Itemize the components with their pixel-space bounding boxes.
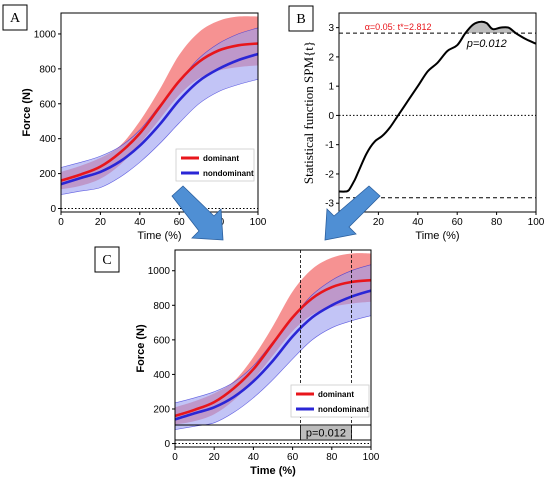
panel-c-label: C xyxy=(94,246,120,273)
panel-c-chart: p=0.012 0 20 40 60 80 100 0 200 400 600 800 1000 T… xyxy=(135,249,380,477)
panel-b-xtick-label: 100 xyxy=(528,217,545,228)
svg-text:A: A xyxy=(10,11,21,26)
panel-a-ytick-label: 800 xyxy=(39,64,56,75)
panel-c-frame xyxy=(174,249,372,448)
panel-b-ylabel: Statistical function SPM{t} xyxy=(301,41,316,184)
panel-c-xtick-label: 80 xyxy=(326,452,338,463)
panel-c-xtick-label: 100 xyxy=(363,452,380,463)
panel-a-legend: dominant nondominant xyxy=(175,148,255,182)
panel-c-ytick-label: 600 xyxy=(153,335,170,346)
legend-dominant-label: dominant xyxy=(203,154,239,163)
panel-b-threshold-label: α=0.05: t*=2.812 xyxy=(365,22,432,32)
panel-a-xtick-label: 100 xyxy=(250,217,267,228)
panel-a-ytick-label: 400 xyxy=(39,134,56,145)
svg-text:B: B xyxy=(296,12,305,27)
legend-box xyxy=(290,384,370,418)
panel-a-xtick-label: 60 xyxy=(174,217,186,228)
panel-c-ytick-label: 0 xyxy=(164,439,170,450)
arrow-a-to-c-icon xyxy=(171,185,224,241)
panel-c-ytick-label: 400 xyxy=(153,370,170,381)
legend-nondominant-label: nondominant xyxy=(318,405,369,414)
panel-a-ytick-label: 1000 xyxy=(34,29,57,40)
panel-c-ylabel: Force (N) xyxy=(135,324,147,373)
panel-c-cluster-box xyxy=(300,424,352,441)
legend-dominant-label: dominant xyxy=(318,390,354,399)
panel-c-xticks: 0 20 40 60 80 100 xyxy=(172,447,380,463)
panel-a-line-nondominant xyxy=(60,52,259,186)
panel-a-xtick-label: 20 xyxy=(95,217,107,228)
panel-c-yticks: 0 200 400 600 800 1000 xyxy=(148,266,175,450)
legend-nondominant-label: nondominant xyxy=(203,169,254,178)
arrow-b-to-c-icon xyxy=(324,185,381,241)
panel-c-xtick-label: 20 xyxy=(209,452,221,463)
panel-b-p-label: p=0.012 xyxy=(466,38,507,50)
panel-a-ylabel: Force (N) xyxy=(21,88,33,137)
panel-b-chart: 0 20 40 60 80 100 -3 -2 -1 0 1 2 3 Time (%) Statist… xyxy=(301,12,545,242)
legend-box xyxy=(175,148,255,182)
panel-b-supra-fill xyxy=(465,21,516,34)
panel-b-yticks: -3 -2 -1 0 1 2 3 xyxy=(325,23,339,210)
panel-c-ytick-label: 800 xyxy=(153,301,170,312)
panel-c-line-nondominant xyxy=(174,289,372,421)
panel-b-label: B xyxy=(288,5,314,32)
svg-text:C: C xyxy=(102,253,111,268)
panel-c-ytick-label: 200 xyxy=(153,404,170,415)
panel-a-xtick-label: 40 xyxy=(134,217,146,228)
panel-b-ytick-label: -2 xyxy=(325,169,334,180)
panel-b-ytick-label: 1 xyxy=(328,82,334,93)
panel-c-legend: dominant nondominant xyxy=(290,384,370,418)
panel-b-xtick-label: 80 xyxy=(491,217,503,228)
panel-c-xtick-label: 0 xyxy=(172,452,178,463)
panel-b-ytick-label: -3 xyxy=(325,199,334,210)
panel-a-yticks: 0 200 400 600 800 1000 xyxy=(34,29,61,215)
panel-c-xtick-label: 60 xyxy=(287,452,299,463)
panel-a-frame xyxy=(60,12,259,213)
panel-b-ytick-label: 2 xyxy=(328,52,334,63)
panel-a-lines xyxy=(60,42,259,186)
panel-a-ytick-label: 600 xyxy=(39,99,56,110)
panel-c-ytick-label: 1000 xyxy=(148,266,171,277)
panel-a-line-dominant xyxy=(60,42,259,182)
panel-c-xlabel: Time (%) xyxy=(250,465,296,477)
panel-c-xtick-label: 40 xyxy=(248,452,260,463)
panel-b-ytick-label: 0 xyxy=(328,111,334,122)
panel-b-xtick-label: 60 xyxy=(452,217,464,228)
panel-b-xlabel: Time (%) xyxy=(415,230,459,242)
panel-b-ytick-label: 3 xyxy=(328,23,334,34)
panel-a-ytick-label: 200 xyxy=(39,169,56,180)
panel-b-frame xyxy=(338,12,537,213)
panel-c-line-dominant xyxy=(174,278,372,418)
panel-b-ytick-label: -1 xyxy=(325,140,334,151)
panel-c-lines xyxy=(174,278,372,421)
panel-b-xtick-label: 40 xyxy=(412,217,424,228)
panel-a-xtick-label: 0 xyxy=(58,217,64,228)
panel-b-xtick-label: 20 xyxy=(373,217,385,228)
panel-c-p-label: p=0.012 xyxy=(306,428,346,440)
panel-a-label: A xyxy=(2,4,28,31)
panel-a-xlabel: Time (%) xyxy=(137,230,181,242)
panel-b-spm-curve xyxy=(338,20,537,193)
panel-a-ytick-label: 0 xyxy=(50,204,56,215)
